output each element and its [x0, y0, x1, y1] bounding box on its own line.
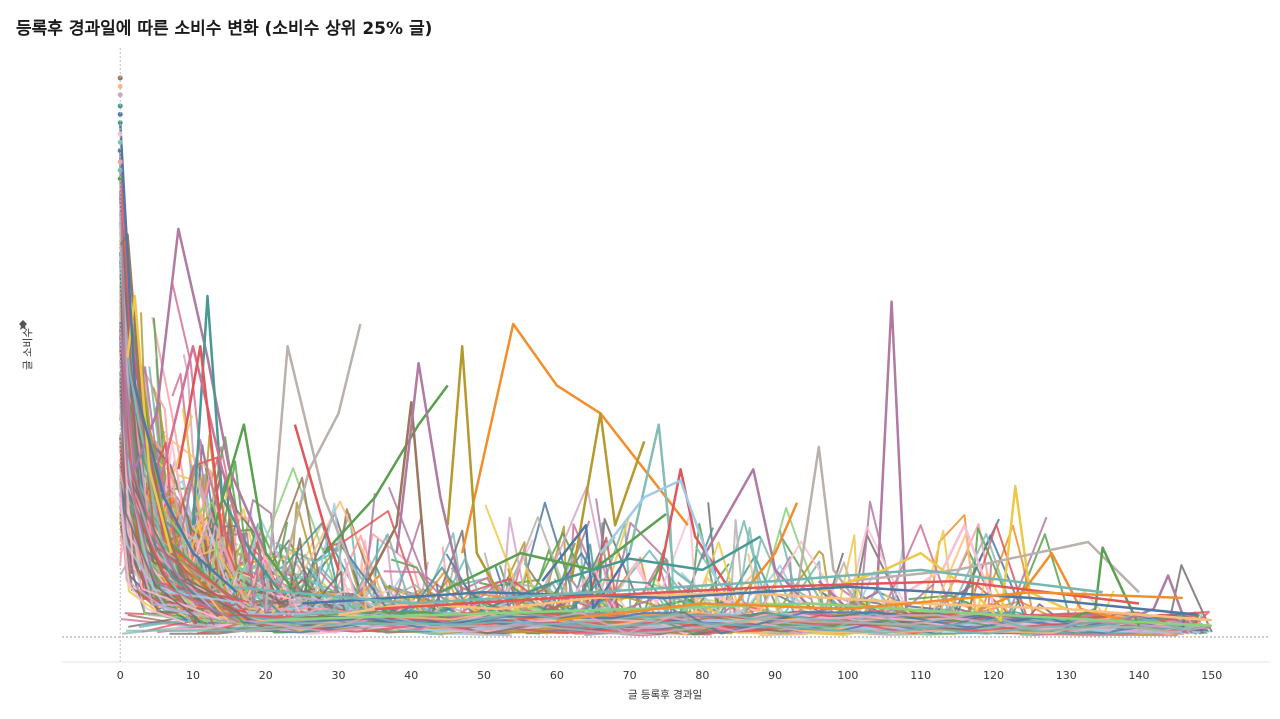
series-line [119, 359, 239, 623]
series-line [908, 594, 977, 608]
series-line [338, 591, 1212, 622]
series-line [119, 150, 198, 607]
series-line [1065, 546, 1141, 627]
x-tick-label: 40 [404, 669, 418, 682]
x-tick-label: 30 [332, 669, 346, 682]
series-line [374, 579, 1140, 611]
x-tick-label: 120 [983, 669, 1004, 682]
series-line [395, 361, 464, 593]
series-line [978, 551, 1125, 622]
series-line [460, 322, 689, 554]
series-line [201, 612, 1189, 634]
x-tick-label: 80 [695, 669, 709, 682]
series-line [118, 227, 267, 554]
x-tick-label: 0 [117, 669, 124, 682]
data-point [117, 120, 123, 126]
series-line [795, 445, 864, 610]
series-line [119, 397, 221, 621]
series-line [439, 513, 667, 594]
data-point [117, 83, 123, 89]
x-tick-label: 100 [837, 669, 858, 682]
x-tick-label: 20 [259, 669, 273, 682]
series-line [556, 591, 1183, 622]
series-line [730, 502, 799, 610]
pin-icon [19, 320, 27, 330]
x-tick-label: 70 [623, 669, 637, 682]
series-line [541, 523, 631, 611]
x-tick-label: 90 [768, 669, 782, 682]
series-line [628, 423, 704, 594]
data-point [117, 167, 123, 173]
x-tick-labels: 0 10 20 30 40 50 60 70 80 90 100 110 120 130 140 150 [117, 669, 1223, 682]
series-line [302, 585, 1198, 616]
series-line [194, 611, 1204, 635]
series-line [279, 323, 362, 582]
x-tick-label: 110 [910, 669, 931, 682]
series-line [118, 122, 238, 594]
data-point [117, 139, 123, 145]
series-line [160, 507, 253, 618]
y-axis-title-group: 글 소비수 [19, 320, 34, 370]
series-line [847, 540, 1140, 594]
data-point [117, 92, 123, 98]
series-line [570, 412, 646, 582]
x-tick-label: 50 [477, 669, 491, 682]
x-tick-label: 150 [1201, 669, 1222, 682]
series-line [446, 345, 500, 593]
series-line [121, 366, 292, 618]
y-axis-title: 글 소비수 [22, 328, 34, 370]
series-line [265, 602, 1212, 628]
series-line [213, 423, 296, 594]
x-axis-title: 글 등록후 경과일 [628, 688, 702, 701]
series-line [323, 384, 449, 554]
series-line [225, 611, 1184, 634]
series-line [366, 400, 428, 582]
series-line [357, 493, 376, 594]
data-point [117, 176, 123, 182]
chart-title: 등록후 경과일에 따른 소비수 변화 (소비수 상위 25% 글) [16, 19, 433, 39]
x-tick-label: 140 [1129, 669, 1150, 682]
series-line [251, 611, 1191, 635]
series-line [119, 379, 199, 620]
series-line [119, 350, 197, 625]
x-tick-label: 60 [550, 669, 564, 682]
series-line [264, 345, 355, 610]
series-line [293, 424, 340, 571]
series-line [599, 479, 719, 582]
data-point [117, 111, 123, 117]
series-line [322, 510, 424, 613]
series-line [483, 535, 762, 611]
series-line [229, 568, 1103, 605]
series-line [817, 300, 908, 611]
x-tick-label: 130 [1056, 669, 1077, 682]
data-point [117, 148, 123, 154]
x-tick-label: 10 [186, 669, 200, 682]
series-line [465, 536, 655, 624]
series-layer [118, 122, 1213, 637]
series-line [177, 345, 224, 537]
series-line [818, 551, 958, 594]
series-line [119, 497, 186, 624]
